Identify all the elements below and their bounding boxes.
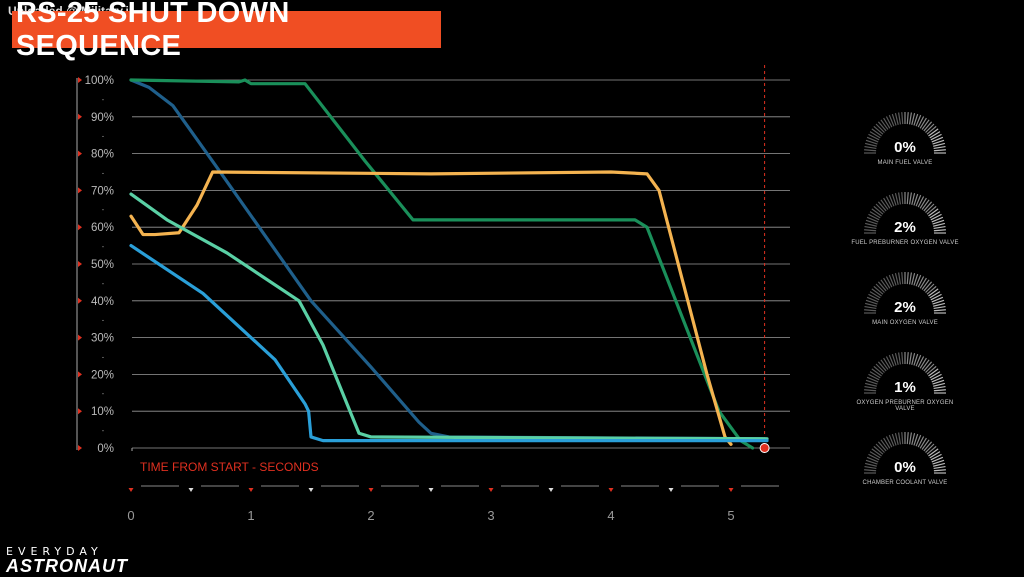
x-tick-label: 1 — [247, 508, 254, 523]
gauge-label: MAIN OXYGEN VALVE — [872, 320, 938, 326]
y-tick-marker — [78, 371, 82, 378]
y-minor-dash: - — [102, 352, 105, 361]
gauge-value: 2% — [894, 219, 916, 236]
y-tick-label: 90% — [91, 112, 114, 124]
brand-line-1: EVERYDAY — [6, 545, 103, 558]
valve-gauge: 2% MAIN OXYGEN VALVE — [850, 268, 960, 326]
gauge-dial — [864, 192, 946, 234]
gauge-dial — [864, 432, 946, 474]
brand-logo: EVERYDAY ASTRONAUT — [6, 545, 128, 577]
current-time-dot — [759, 443, 770, 453]
y-minor-dash: - — [102, 316, 105, 325]
y-tick-marker — [78, 261, 82, 267]
y-minor-dash: - — [102, 389, 105, 398]
title-banner: RS-25 SHUT DOWN SEQUENCE — [12, 0, 441, 62]
timeline-marker — [608, 488, 614, 492]
x-tick-label: 0 — [127, 508, 134, 523]
x-tick-label: 4 — [607, 508, 614, 523]
timeline-marker — [368, 488, 374, 492]
y-tick-label: 100% — [85, 75, 114, 87]
gauge-label: CHAMBER COOLANT VALVE — [862, 480, 948, 486]
y-tick-marker — [78, 408, 82, 415]
gauge-dial — [864, 352, 946, 394]
y-tick-label: 70% — [91, 185, 114, 197]
y-tick-marker — [78, 297, 82, 304]
y-minor-dash: - — [102, 426, 105, 435]
y-tick-label: 20% — [91, 369, 114, 381]
gauge-label: FUEL PREBURNER OXYGEN VALVE — [851, 240, 959, 246]
x-axis-label: TIME FROM START - SECONDS — [140, 460, 319, 474]
brand-line-2: ASTRONAUT — [6, 556, 128, 576]
gauge-value: 0% — [894, 459, 916, 476]
timeline-marker — [308, 488, 314, 492]
y-tick-marker — [78, 113, 82, 120]
x-tick-label: 5 — [727, 508, 734, 523]
y-tick-marker — [78, 224, 82, 231]
gauge-value: 2% — [894, 299, 916, 316]
timeline-marker — [128, 488, 134, 492]
y-tick-marker — [78, 334, 82, 341]
series-line-4 — [129, 192, 769, 441]
valve-gauge: 1% OXYGEN PREBURNER OXYGEN VALVE — [850, 348, 960, 412]
y-tick-label: 0% — [97, 443, 114, 455]
series-line-3 — [129, 170, 733, 446]
gauge-label: MAIN FUEL VALVE — [877, 160, 933, 166]
valve-gauge: 0% CHAMBER COOLANT VALVE — [850, 428, 960, 486]
timeline-marker — [428, 488, 434, 492]
y-tick-label: 40% — [91, 296, 114, 308]
y-minor-dash: - — [102, 168, 105, 177]
y-tick-label: 80% — [91, 149, 114, 161]
timeline-marker — [188, 488, 194, 492]
gauge-dial — [864, 112, 946, 154]
y-tick-label: 30% — [91, 333, 114, 345]
y-minor-dash: - — [102, 279, 105, 288]
y-minor-dash: - — [102, 242, 105, 251]
y-tick-marker — [78, 445, 82, 451]
chart-title: RS-25 SHUT DOWN SEQUENCE — [16, 0, 290, 62]
gauge-label: OXYGEN PREBURNER OXYGEN VALVE — [856, 400, 954, 412]
y-tick-label: 10% — [91, 406, 114, 418]
gauge-value: 1% — [894, 379, 916, 396]
y-tick-label: 50% — [91, 259, 114, 271]
timeline-marker — [248, 488, 254, 492]
gauge-value: 0% — [894, 139, 916, 156]
series-line-1 — [129, 78, 769, 441]
valve-gauge: 0% MAIN FUEL VALVE — [850, 108, 960, 166]
x-tick-label: 2 — [367, 508, 374, 523]
gauge-dial — [864, 272, 946, 314]
timeline-marker — [668, 488, 674, 492]
series-line-5 — [129, 244, 769, 443]
y-minor-dash: - — [102, 132, 105, 141]
y-minor-dash: - — [102, 95, 105, 104]
y-minor-dash: - — [102, 205, 105, 214]
y-tick-label: 60% — [91, 222, 114, 234]
valve-gauge: 2% FUEL PREBURNER OXYGEN VALVE — [850, 188, 960, 246]
y-tick-marker — [78, 77, 82, 83]
y-tick-marker — [78, 187, 82, 194]
x-tick-label: 3 — [487, 508, 494, 523]
timeline-marker — [548, 488, 554, 492]
timeline-marker — [488, 488, 494, 492]
timeline-marker — [728, 488, 734, 492]
y-tick-marker — [78, 150, 82, 157]
